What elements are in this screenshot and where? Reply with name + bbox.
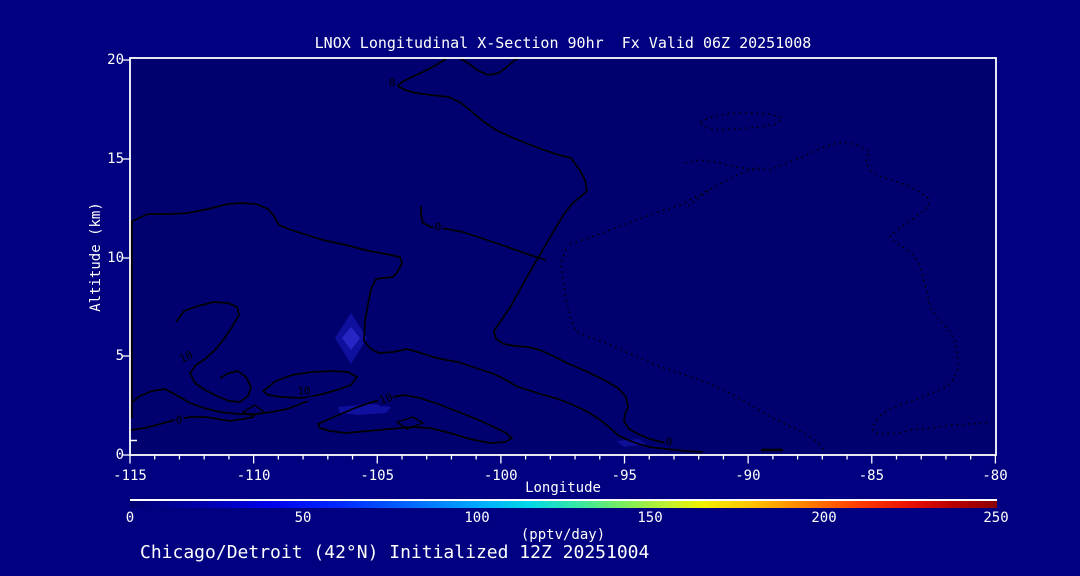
x-tick-label--95: -95 (611, 468, 637, 484)
x-tick-label--80: -80 (982, 468, 1008, 484)
x-tick-label--90: -90 (735, 468, 761, 484)
y-tick-label-15: 15 (107, 151, 124, 167)
contour-dotted-arm (684, 159, 761, 171)
colorbar-tick-label-250: 250 (983, 510, 1009, 526)
colorbar-tick-label-200: 200 (811, 510, 837, 526)
plot-area-background (130, 58, 996, 455)
footer-initialization-label: Chicago/Detroit (42°N) Initialized 12Z 2… (140, 542, 650, 563)
blue-diamond-inner (342, 327, 360, 350)
contour-value-label-3: 10 (296, 384, 312, 398)
contour-value-label-0: 0 (387, 76, 397, 90)
contour-upper-fold-zero (397, 57, 671, 445)
colorbar-tick-label-150: 150 (637, 510, 663, 526)
colorbar-top-border (130, 499, 997, 501)
x-tick-label--105: -105 (360, 468, 395, 484)
colorbar-tick-label-0: 0 (125, 510, 135, 526)
contour-bottom-left-zero-a (130, 388, 309, 415)
colorbar-tick-label-100: 100 (464, 510, 490, 526)
x-tick-label--85: -85 (858, 468, 885, 484)
x-axis-title: Longitude (525, 480, 601, 496)
contour-line-layer (129, 57, 989, 453)
x-tick-label--110: -110 (236, 468, 271, 484)
y-tick-label-5: 5 (115, 348, 124, 364)
y-tick-label-20: 20 (107, 52, 124, 68)
contour-blob-ten-mid (262, 370, 358, 399)
contour-dotted-oval (699, 112, 783, 131)
contour-dotted-main (569, 141, 989, 435)
y-tick-label-10: 10 (107, 250, 124, 266)
colorbar-tick-label-50: 50 (294, 510, 312, 526)
blue-streak-left (338, 404, 391, 415)
y-axis-title: Altitude (km) (88, 202, 104, 312)
x-tick-label--100: -100 (483, 468, 518, 484)
contour-blob-ten-left (175, 301, 252, 403)
contour-top-dip (458, 57, 520, 76)
contour-bottom-left-zero-b (130, 416, 255, 431)
plot-border-box (129, 57, 997, 456)
contour-blob-ten-inner (396, 416, 424, 430)
colorbar-units-label: (pptv/day) (520, 527, 606, 543)
colorbar-gradient (130, 501, 997, 508)
contour-tropopause-zero (129, 202, 704, 453)
contour-value-label-5: 0 (174, 413, 184, 427)
plot-title: LNOX Longitudinal X-Section 90hr Fx Vali… (314, 34, 812, 52)
filled-anomaly-layer (335, 313, 646, 447)
contour-mid-zero-hook (420, 206, 547, 261)
contour-dotted-descend (560, 248, 826, 452)
contour-value-label-6: 0 (664, 435, 674, 449)
contour-dotted-branch (687, 188, 713, 207)
y-tick-label-0: 0 (115, 447, 124, 463)
contour-value-label-1: 0 (433, 220, 443, 234)
blue-streak-center (616, 439, 646, 447)
x-tick-label--115: -115 (113, 468, 147, 484)
